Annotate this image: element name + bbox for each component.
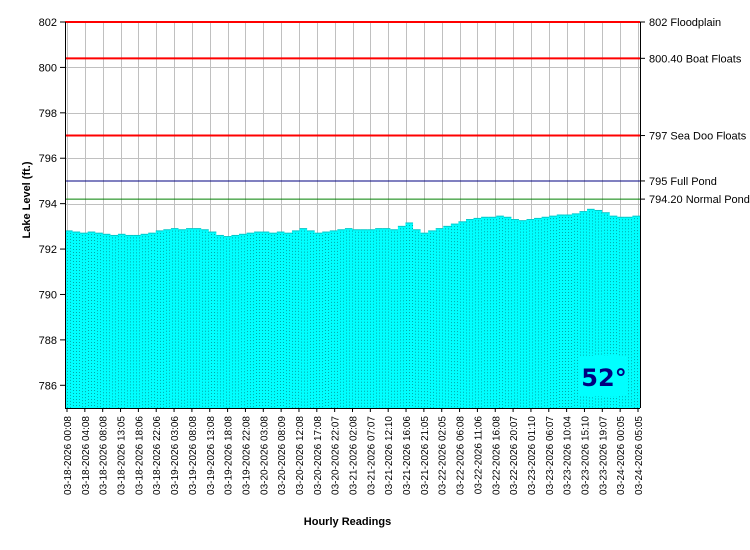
- y-tick-label: 794: [39, 199, 57, 211]
- reference-line-label: 800.40 Boat Floats: [649, 53, 742, 65]
- x-tick-label: 03-22-2026 16:08: [491, 416, 502, 495]
- x-tick-label: 03-21-2026 12:10: [384, 416, 395, 495]
- x-tick-label: 03-22-2026 11:06: [473, 416, 484, 495]
- reference-line-label: 795 Full Pond: [649, 176, 717, 188]
- temperature-value: 52°: [581, 364, 626, 392]
- x-tick-label: 03-20-2026 08:09: [277, 416, 288, 495]
- reference-line-label: 802 Floodplain: [649, 17, 721, 29]
- x-tick-label: 03-23-2026 01:10: [527, 416, 538, 495]
- x-tick-label: 03-20-2026 22:07: [331, 416, 342, 495]
- y-tick-label: 786: [39, 380, 57, 392]
- x-tick-label: 03-23-2026 06:07: [545, 416, 556, 495]
- x-tick-label: 03-22-2026 20:07: [509, 416, 520, 495]
- temperature-badge-background: [580, 356, 628, 396]
- y-tick-label: 790: [39, 289, 57, 301]
- x-tick-label: 03-20-2026 03:08: [259, 416, 270, 495]
- x-tick-label: 03-19-2026 18:08: [224, 416, 235, 495]
- x-tick-label: 03-23-2026 15:10: [580, 416, 591, 495]
- x-tick-label: 03-19-2026 08:08: [188, 416, 199, 495]
- x-tick-label: 03-18-2026 22:06: [152, 416, 163, 495]
- x-tick-label: 03-19-2026 22:08: [241, 416, 252, 495]
- reference-line-label: 794.20 Normal Pond: [649, 194, 750, 206]
- y-tick-label: 800: [39, 62, 57, 74]
- x-tick-label: 03-18-2026 13:05: [117, 416, 128, 495]
- x-tick-label: 03-21-2026 21:05: [420, 416, 431, 495]
- x-tick-label: 03-18-2026 18:06: [134, 416, 145, 495]
- x-tick-label: 03-22-2026 06:08: [456, 416, 467, 495]
- x-tick-label: 03-24-2026 05:05: [634, 416, 645, 495]
- x-tick-label: 03-23-2026 19:07: [598, 416, 609, 495]
- x-tick-label: 03-18-2026 08:08: [99, 416, 110, 495]
- reference-lines: [65, 21, 640, 200]
- y-tick-label: 788: [39, 335, 57, 347]
- y-tick-label: 796: [39, 153, 57, 165]
- y-tick-label: 798: [39, 108, 57, 120]
- labels: 802 Floodplain 800.40 Boat Floats 797 Sea …: [39, 17, 750, 495]
- y-axis-title: Lake Level (ft.): [21, 161, 33, 238]
- y-tick-label: 792: [39, 244, 57, 256]
- temperature-badge: 52°: [580, 356, 628, 396]
- x-tick-label: 03-20-2026 17:08: [313, 416, 324, 495]
- x-tick-label: 03-18-2026 04:08: [81, 416, 92, 495]
- y-tick-label: 802: [39, 17, 57, 29]
- x-tick-label: 03-21-2026 16:06: [402, 416, 413, 495]
- axes: [60, 21, 645, 412]
- x-axis-title: Hourly Readings: [304, 516, 391, 528]
- data-series: [65, 208, 640, 408]
- reference-line-label: 797 Sea Doo Floats: [649, 131, 747, 143]
- x-tick-label: 03-18-2026 00:08: [63, 416, 74, 495]
- x-tick-label: 03-23-2026 10:04: [563, 416, 574, 495]
- x-tick-label: 03-20-2026 12:08: [295, 416, 306, 495]
- x-tick-label: 03-24-2026 00:05: [616, 416, 627, 495]
- x-tick-label: 03-22-2026 02:05: [438, 416, 449, 495]
- x-tick-label: 03-19-2026 03:06: [170, 416, 181, 495]
- x-tick-label: 03-21-2026 07:07: [366, 416, 377, 495]
- x-tick-label: 03-19-2026 13:08: [206, 416, 217, 495]
- x-tick-label: 03-21-2026 02:08: [349, 416, 360, 495]
